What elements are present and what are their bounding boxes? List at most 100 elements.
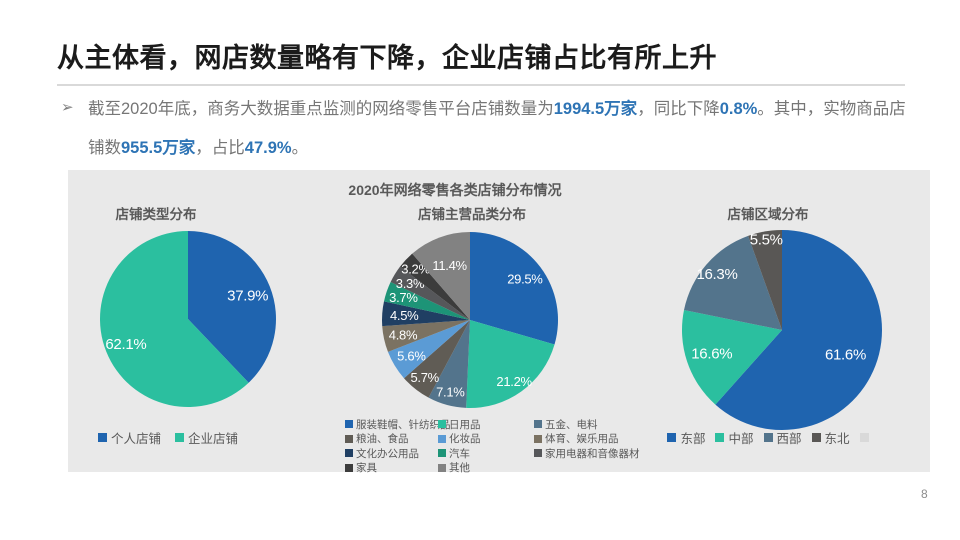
legend-label: 汽车 bbox=[449, 447, 470, 460]
legend-item: 五金、电料 bbox=[534, 417, 704, 432]
legend-item: 汽车 bbox=[438, 446, 534, 461]
legend-item: 个人店铺 bbox=[97, 428, 161, 447]
pie-slice bbox=[188, 231, 276, 383]
legend-swatch bbox=[667, 433, 677, 442]
highlighted-stat: 955.5万家 bbox=[121, 139, 196, 157]
legend-label: 日用品 bbox=[449, 418, 481, 431]
legend-item bbox=[859, 433, 873, 442]
pie-slice-label: 5.7% bbox=[410, 370, 439, 385]
legend-label: 服装鞋帽、针纺织品 bbox=[356, 418, 451, 431]
page-number: 8 bbox=[921, 487, 928, 501]
pie-slice-label: 5.6% bbox=[397, 348, 426, 363]
pie-slice bbox=[387, 320, 470, 379]
body-text-segment: ，占比 bbox=[195, 139, 245, 157]
pie-slice-label: 4.5% bbox=[390, 308, 419, 323]
legend-swatch bbox=[438, 420, 446, 429]
chart-subtitle-store-type: 店铺类型分布 bbox=[115, 207, 197, 222]
legend-label: 五金、电料 bbox=[545, 418, 598, 431]
pie-slice bbox=[684, 235, 782, 330]
legend-label: 西部 bbox=[776, 432, 802, 446]
pie-chart-region: 61.6% 16.6% 16.3% 5.5% bbox=[681, 230, 883, 430]
body-text-segment: 。其中，实物商品店铺数 bbox=[88, 100, 906, 157]
pie-slice bbox=[403, 320, 470, 398]
legend-label: 企业店铺 bbox=[188, 432, 239, 446]
highlighted-stat: 0.8% bbox=[719, 100, 758, 118]
legend-item: 服装鞋帽、针纺织品 bbox=[345, 417, 451, 432]
pie-slice-label: 62.1% bbox=[105, 336, 146, 353]
chart-panel-title: 2020年网络零售各类店铺分布情况 bbox=[348, 182, 562, 198]
legend-region: 东部 中部 西部 东北 bbox=[660, 428, 880, 447]
legend-swatch bbox=[534, 449, 542, 458]
legend-swatch bbox=[859, 433, 869, 442]
legend-item: 东北 bbox=[811, 428, 850, 447]
pie-slice bbox=[412, 232, 470, 320]
chart-panel: 2020年网络零售各类店铺分布情况 店铺类型分布 店铺主营品类分布 店铺区域分布… bbox=[68, 170, 930, 474]
legend-item: 企业店铺 bbox=[175, 428, 238, 447]
body-text-segment: ，同比下降 bbox=[637, 100, 720, 118]
legend-label: 体育、娱乐用品 bbox=[545, 433, 619, 446]
legend-item: 东部 bbox=[667, 428, 705, 447]
legend-swatch bbox=[175, 433, 184, 442]
legend-label: 家具 bbox=[356, 462, 377, 475]
legend-swatch bbox=[715, 433, 725, 442]
pie-slice-label: 61.6% bbox=[825, 346, 866, 363]
pie-slice-label: 3.7% bbox=[389, 290, 418, 305]
title-divider bbox=[57, 84, 905, 86]
legend-label: 个人店铺 bbox=[110, 432, 161, 446]
pie-slice bbox=[470, 232, 559, 345]
legend-swatch bbox=[763, 433, 773, 442]
legend-item: 文化办公用品 bbox=[345, 446, 438, 461]
legend-item: 粮油、食品 bbox=[345, 432, 438, 447]
legend-label: 粮油、食品 bbox=[356, 433, 409, 446]
slide-title: 从主体看，网店数量略有下降，企业店铺占比有所上升 bbox=[57, 43, 717, 73]
legend-swatch bbox=[345, 434, 353, 443]
pie-slice-label: 7.1% bbox=[436, 385, 465, 400]
legend-swatch bbox=[97, 433, 107, 442]
legend-item: 其他 bbox=[438, 461, 534, 476]
legend-label: 中部 bbox=[728, 432, 754, 446]
legend-item: 化妆品 bbox=[438, 432, 534, 447]
legend-swatch bbox=[345, 449, 353, 458]
pie-slice bbox=[715, 230, 883, 430]
chart-subtitle-region: 店铺区域分布 bbox=[727, 207, 809, 222]
pie-slice bbox=[390, 266, 470, 320]
pie-slice bbox=[428, 320, 470, 408]
chart-subtitle-main-category: 店铺主营品类分布 bbox=[418, 207, 526, 222]
pie-slice bbox=[681, 310, 782, 405]
legend-swatch bbox=[534, 420, 542, 429]
pie-slice bbox=[384, 282, 470, 320]
legend-swatch bbox=[534, 434, 542, 443]
pie-chart-store-type: 37.9% 62.1% bbox=[99, 231, 276, 407]
legend-label: 东北 bbox=[824, 432, 850, 446]
legend-item: 家用电器和音像器材 bbox=[534, 446, 704, 461]
legend-swatch bbox=[438, 463, 446, 472]
pie-slice bbox=[99, 231, 249, 407]
legend-item: 家具 bbox=[345, 461, 438, 476]
legend-swatch bbox=[438, 449, 446, 458]
legend-label: 化妆品 bbox=[449, 433, 481, 446]
pie-slice-label: 37.9% bbox=[227, 287, 268, 304]
legend-item: 西部 bbox=[763, 428, 802, 447]
pie-slice-label: 11.4% bbox=[432, 258, 467, 273]
bullet-text: 截至2020年底，商务大数据重点监测的网络零售平台店铺数量为1994.5万家，同… bbox=[88, 90, 912, 168]
body-text-segment: 。 bbox=[291, 139, 309, 157]
highlighted-stat: 1994.5万家 bbox=[553, 100, 638, 118]
legend-item: 日用品 bbox=[438, 417, 534, 432]
pie-slice bbox=[748, 230, 782, 330]
pie-slice bbox=[381, 301, 470, 327]
legend-swatch bbox=[345, 420, 353, 429]
pie-slice bbox=[466, 320, 555, 408]
legend-swatch bbox=[345, 463, 353, 472]
pie-slice bbox=[400, 253, 470, 320]
legend-swatch bbox=[438, 434, 446, 443]
legend-label: 家用电器和音像器材 bbox=[545, 447, 640, 460]
pie-slice-label: 16.6% bbox=[691, 346, 732, 363]
legend-item: 体育、娱乐用品 bbox=[534, 432, 704, 447]
legend-label: 东部 bbox=[680, 432, 706, 446]
legend-swatch bbox=[811, 433, 821, 442]
legend-label: 其他 bbox=[449, 462, 470, 475]
pie-slice-label: 4.8% bbox=[389, 328, 418, 343]
pie-slice-label: 5.5% bbox=[750, 232, 783, 249]
body-text-segment: 截至2020年底，商务大数据重点监测的网络零售平台店铺数量为 bbox=[88, 100, 554, 118]
